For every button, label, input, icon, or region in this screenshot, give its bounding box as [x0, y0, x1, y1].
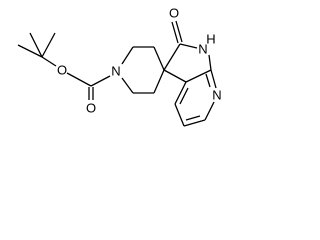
atom-label: O [169, 6, 179, 21]
atom-label: N [111, 64, 120, 79]
structure: O N H N N O O [17, 6, 222, 127]
atom-label: N [198, 42, 207, 57]
bonds [17, 20, 217, 127]
atom-label: N [212, 88, 221, 103]
atom-label: O [86, 101, 96, 116]
atom-label: O [57, 63, 67, 78]
atom-label: H [206, 32, 215, 47]
